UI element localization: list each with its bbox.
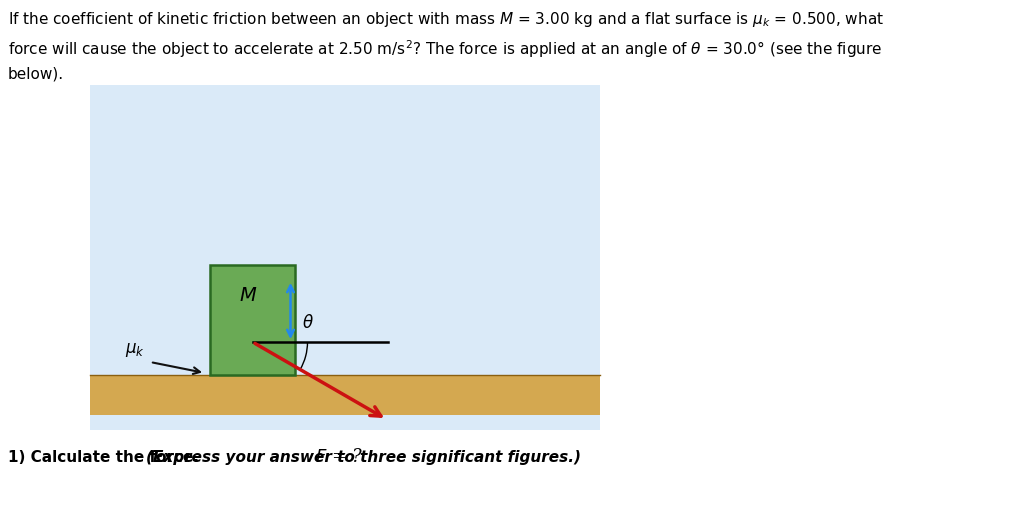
Text: $M$: $M$: [239, 287, 257, 305]
Text: $\theta$: $\theta$: [302, 314, 314, 332]
Text: (Express your answer to three significant figures.): (Express your answer to three significan…: [146, 450, 581, 465]
Text: If the coefficient of kinetic friction between an object with mass $M$ = 3.00 kg: If the coefficient of kinetic friction b…: [8, 10, 884, 29]
Text: 1) Calculate the force.: 1) Calculate the force.: [8, 450, 204, 465]
Bar: [90, 375, 600, 415]
Bar: [210, 265, 295, 375]
Text: $\mu_k$: $\mu_k$: [125, 341, 145, 359]
Text: below).: below).: [8, 66, 65, 81]
Bar: [90, 85, 600, 430]
Text: $F$ = ?: $F$ = ?: [315, 447, 365, 466]
Text: force will cause the object to accelerate at 2.50 m/s$^2$? The force is applied : force will cause the object to accelerat…: [8, 38, 883, 60]
